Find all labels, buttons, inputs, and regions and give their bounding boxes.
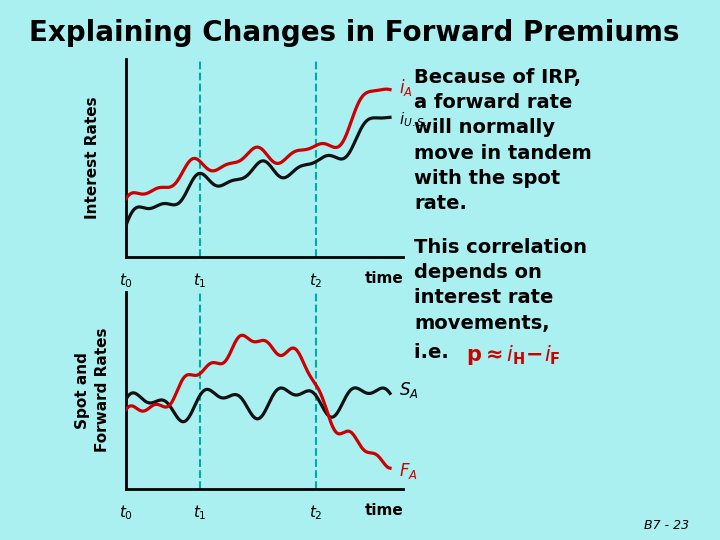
Text: will normally: will normally [414, 118, 555, 137]
Text: Interest Rates: Interest Rates [85, 97, 100, 219]
Text: move in tandem: move in tandem [414, 144, 592, 163]
Text: $t_1$: $t_1$ [193, 503, 207, 522]
Text: This correlation: This correlation [414, 238, 587, 256]
Text: i.e.: i.e. [414, 343, 456, 362]
Text: time: time [364, 271, 403, 286]
Text: $\mathit{i}_{U.S.}$: $\mathit{i}_{U.S.}$ [399, 110, 428, 129]
Text: depends on: depends on [414, 263, 542, 282]
Text: $\mathit{i}_A$: $\mathit{i}_A$ [399, 77, 413, 98]
Text: Spot and
Forward Rates: Spot and Forward Rates [76, 328, 110, 453]
Text: with the spot: with the spot [414, 169, 560, 188]
Text: Explaining Changes in Forward Premiums: Explaining Changes in Forward Premiums [29, 19, 679, 47]
Text: movements,: movements, [414, 314, 549, 333]
Text: $t_0$: $t_0$ [119, 271, 133, 289]
Text: $t_2$: $t_2$ [310, 271, 323, 289]
Text: $\mathit{S}_A$: $\mathit{S}_A$ [399, 381, 419, 401]
Text: Because of IRP,: Because of IRP, [414, 68, 581, 86]
Text: $t_0$: $t_0$ [119, 503, 133, 522]
Text: $t_2$: $t_2$ [310, 503, 323, 522]
Text: $t_1$: $t_1$ [193, 271, 207, 289]
Text: interest rate: interest rate [414, 288, 554, 307]
Text: $\mathbf{p \approx \mathit{i}_H\!-\!\mathit{i}_F}$: $\mathbf{p \approx \mathit{i}_H\!-\!\mat… [466, 343, 560, 367]
Text: $\mathit{F}_A$: $\mathit{F}_A$ [399, 461, 418, 481]
Text: B7 - 23: B7 - 23 [644, 519, 690, 532]
Text: a forward rate: a forward rate [414, 93, 572, 112]
Text: rate.: rate. [414, 194, 467, 213]
Text: time: time [364, 503, 403, 518]
